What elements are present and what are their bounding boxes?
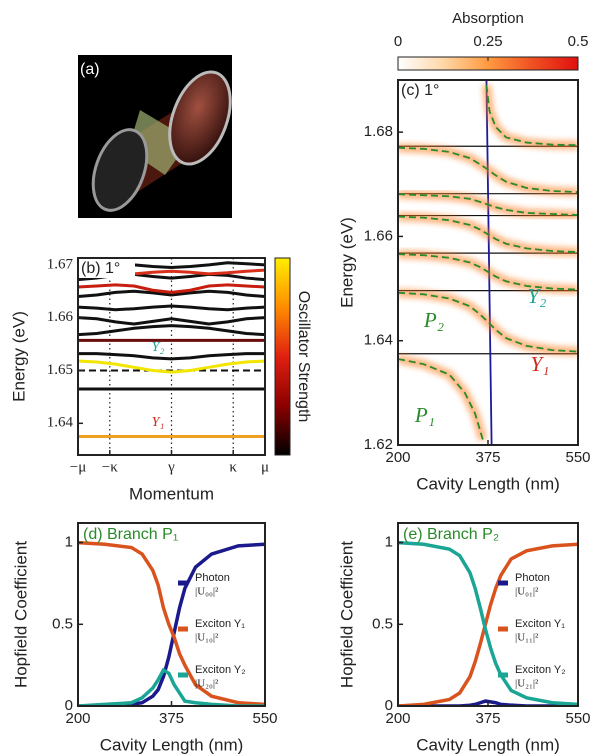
y-tick-label: 0.5 (372, 615, 393, 632)
y-axis-title: Energy (eV) (337, 217, 356, 308)
colorbar-title: Absorption (452, 10, 524, 27)
x-axis-title: Cavity Length (nm) (100, 735, 244, 754)
y-tick-label: 0 (385, 697, 393, 714)
x-tick-label: 200 (65, 710, 90, 727)
absorption-glow (398, 288, 578, 357)
annotation: Y₁ (531, 352, 550, 376)
y-tick-label: 0 (65, 697, 73, 714)
annotation: Y₂ (152, 340, 165, 355)
y-tick-label: 1.67 (47, 256, 74, 272)
colorbar-title: Oscillator Strength (295, 291, 312, 423)
plot-area (78, 540, 265, 706)
x-tick-label: 375 (475, 710, 500, 727)
y-tick-label: 1.68 (364, 123, 393, 140)
series-line (78, 540, 265, 706)
annotation: Y₁ (152, 415, 165, 430)
legend-label: |U₀₀|² (195, 586, 219, 598)
legend-label: |U₀₁|² (515, 586, 539, 598)
x-tick-label: 375 (475, 449, 500, 466)
legend-name: Exciton Y₁ (515, 618, 565, 630)
series-line (78, 324, 265, 337)
colorbar-tick-label: 0.25 (473, 33, 502, 50)
y-tick-label: 1 (385, 534, 393, 551)
x-axis-title: Cavity Length (nm) (416, 474, 560, 493)
x-tick-label: μ (261, 459, 269, 475)
y-tick-label: 1.66 (364, 227, 393, 244)
x-tick-label: 550 (565, 449, 590, 466)
panel-label: (e) Branch P₂ (403, 526, 499, 543)
series-line (398, 193, 578, 216)
legend-label: |U₁₁|² (515, 632, 539, 644)
y-tick-label: 1.62 (364, 436, 393, 453)
x-axis-title: Cavity Length (nm) (416, 735, 560, 754)
y-tick-label: 1 (65, 534, 73, 551)
panel-label: (c) 1° (401, 82, 439, 99)
mirror-left (91, 128, 149, 212)
legend-name: Exciton Y₂ (195, 664, 246, 676)
x-tick-label: 550 (565, 710, 590, 727)
series-line (398, 215, 578, 253)
legend-name: Exciton Y₁ (195, 618, 245, 630)
series-line (78, 667, 265, 706)
y-tick-label: 1.64 (364, 332, 393, 349)
annotation: P₂ (423, 308, 444, 332)
x-tick-label: κ (229, 459, 237, 475)
label-box (79, 259, 135, 278)
legend-label: |U₂₀|² (195, 678, 219, 690)
series-line (485, 80, 493, 445)
y-tick-label: 1.66 (47, 309, 74, 325)
legend-label: |U₂₁|² (515, 678, 539, 690)
series-line (398, 540, 578, 706)
series-line (78, 352, 265, 361)
panel-label: (b) 1° (81, 260, 120, 277)
legend-name: Exciton Y₂ (515, 664, 566, 676)
y-axis-title: Energy (eV) (9, 311, 28, 402)
colorbar-tick-label: 0.5 (568, 33, 589, 50)
series-line (78, 289, 265, 299)
series-line (398, 358, 484, 441)
y-axis-title: Hopfield Coefficient (11, 541, 30, 688)
series-line (398, 146, 578, 194)
x-axis-title: Momentum (129, 484, 214, 503)
colorbar (274, 257, 291, 456)
series-line (485, 85, 578, 147)
y-tick-label: 0.5 (52, 615, 73, 632)
legend-label: |U₁₀|² (195, 632, 219, 644)
label-box (399, 81, 449, 100)
series-line (398, 253, 578, 291)
mirror-right (168, 70, 232, 166)
x-tick-label: 550 (252, 710, 277, 727)
x-tick-label: −μ (70, 459, 87, 475)
series-line (78, 283, 265, 294)
x-tick-label: 200 (385, 449, 410, 466)
annotation: Y₂ (528, 284, 547, 308)
y-axis-title: Hopfield Coefficient (337, 541, 356, 688)
annotation: P₁ (414, 403, 435, 427)
panel-label: (d) Branch P₁ (83, 526, 178, 543)
series-line (78, 316, 265, 326)
colorbar-tick-label: 0 (394, 33, 402, 50)
plot-area (398, 80, 578, 445)
x-tick-label: 375 (159, 710, 184, 727)
series-line (78, 359, 265, 374)
series-line (78, 542, 265, 706)
legend-name: Photon (515, 572, 550, 584)
panel-a-illustration: (a) (78, 55, 232, 218)
x-tick-label: −κ (102, 459, 118, 475)
y-tick-label: 1.64 (47, 415, 74, 431)
series-line (78, 304, 265, 312)
legend-name: Photon (195, 572, 230, 584)
x-tick-label: 200 (385, 710, 410, 727)
panel-label: (a) (80, 61, 100, 78)
x-tick-label: γ (167, 459, 175, 475)
y-tick-label: 1.65 (47, 362, 73, 378)
